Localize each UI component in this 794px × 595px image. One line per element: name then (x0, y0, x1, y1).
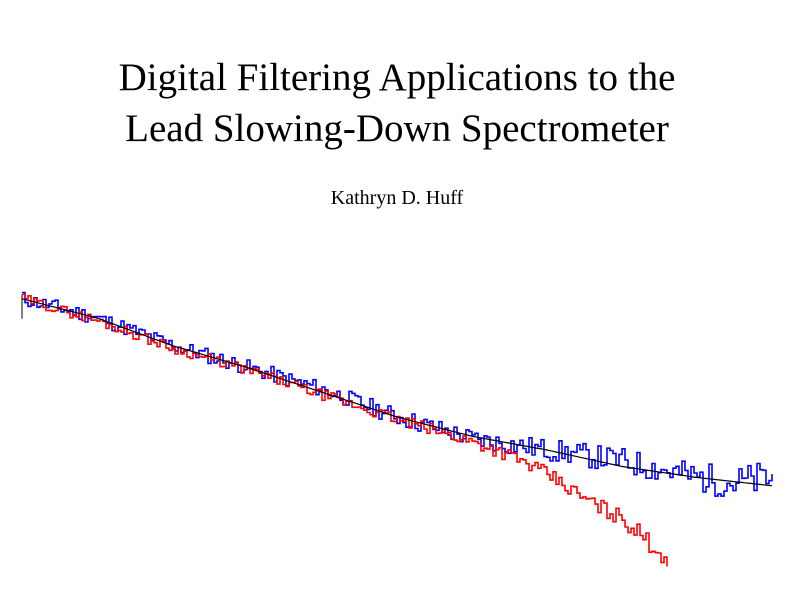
series-blue-trace (22, 291, 773, 497)
series-red-trace (22, 293, 668, 567)
paper-title: Digital Filtering Applications to the Le… (0, 52, 794, 154)
author-name: Kathryn D. Huff (330, 187, 464, 209)
series-black-trace (21, 298, 773, 487)
paper-title-line-2: Lead Slowing-Down Spectrometer (125, 107, 669, 150)
paper-title-line-1: Digital Filtering Applications to the (118, 56, 676, 99)
